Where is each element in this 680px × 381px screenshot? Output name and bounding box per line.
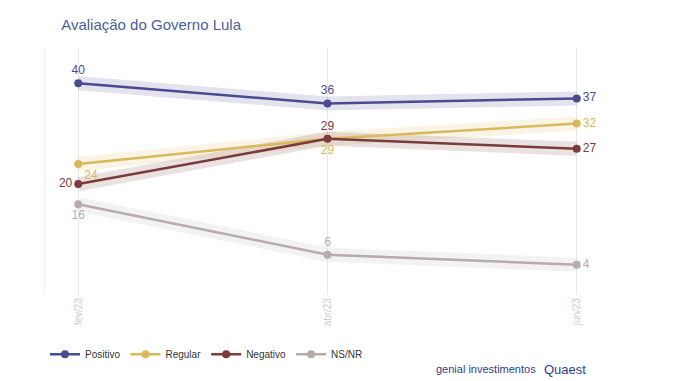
svg-text:abr/23: abr/23 [322,298,333,327]
svg-text:40: 40 [72,63,86,77]
svg-text:36: 36 [321,83,335,97]
svg-text:Avaliação do Governo Lula: Avaliação do Governo Lula [61,16,242,33]
svg-text:Regular: Regular [165,349,201,360]
svg-text:Quaest: Quaest [544,362,586,377]
svg-text:27: 27 [583,141,597,155]
svg-text:32: 32 [583,116,597,130]
svg-text:Negativo: Negativo [246,349,286,360]
svg-text:16: 16 [72,208,86,222]
svg-text:29: 29 [321,143,335,157]
svg-text:37: 37 [583,90,597,104]
svg-text:6: 6 [324,235,331,249]
svg-text:NS/NR: NS/NR [331,349,362,360]
svg-text:29: 29 [321,119,335,133]
svg-text:Positivo: Positivo [85,349,120,360]
svg-text:24: 24 [84,168,98,182]
svg-text:4: 4 [583,257,590,271]
svg-text:fev/23: fev/23 [73,298,84,326]
svg-text:jun/23: jun/23 [571,298,582,327]
svg-text:20: 20 [59,176,73,190]
svg-text:genial investimentos: genial investimentos [436,363,536,375]
